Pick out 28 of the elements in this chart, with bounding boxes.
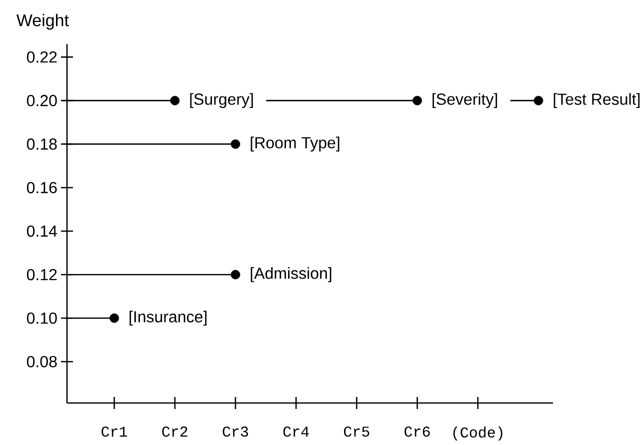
legend-label: [Insurance] — [130, 310, 206, 326]
x-tick-label: Cr5 — [344, 426, 370, 437]
x-tick-label: Cr6 — [404, 426, 430, 437]
y-tick-label: 0.14 — [26, 225, 57, 237]
point — [534, 96, 544, 106]
point — [230, 270, 240, 280]
x-tick-label: Cr1 — [102, 426, 128, 437]
series-label: [Severity] — [432, 93, 498, 108]
point — [412, 96, 422, 106]
series-label: [Room Type] — [250, 136, 340, 152]
y-axis-title: Weight — [16, 14, 69, 30]
point — [170, 96, 180, 106]
series-label: [Admission] — [250, 267, 332, 282]
y-tick-label: 0.08 — [26, 356, 57, 368]
y-tick-label: 0.18 — [26, 138, 57, 150]
y-tick-label: 0.10 — [26, 312, 57, 324]
legend-label: [Test Result] — [554, 93, 640, 108]
y-tick-label: 0.22 — [26, 51, 57, 63]
y-tick-label: 0.16 — [26, 182, 57, 194]
x-tick-label: Cr4 — [283, 426, 309, 437]
y-tick-label: 0.12 — [26, 268, 57, 280]
series-label: [Surgery] — [190, 93, 253, 108]
point — [230, 139, 240, 149]
x-tick-label: Cr2 — [162, 426, 188, 437]
point — [110, 313, 119, 323]
x-tick-label: (Code) — [453, 426, 502, 441]
x-tick-label: Cr3 — [222, 426, 248, 437]
y-tick-label: 0.20 — [26, 94, 57, 106]
